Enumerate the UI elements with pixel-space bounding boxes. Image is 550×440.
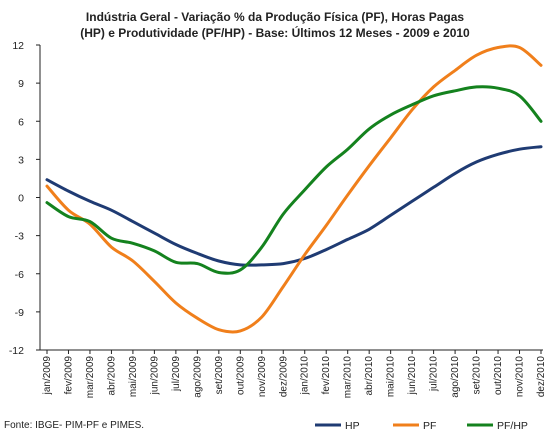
y-tick-label: 0: [18, 193, 24, 205]
x-tick-label: set/2009: [214, 356, 225, 395]
x-tick-label: mar/2009: [85, 356, 96, 399]
source-note: Fonte: IBGE- PIM-PF e PIMES.: [4, 420, 144, 431]
x-tick-label: nov/2010: [515, 356, 526, 398]
x-tick-label: fev/2010: [321, 356, 332, 395]
legend-label-pf-hp: PF/HP: [497, 420, 528, 432]
x-tick-label: mai/2009: [128, 356, 139, 398]
x-tick-label: abr/2010: [364, 356, 375, 396]
x-tick-label: jun/2009: [149, 356, 160, 396]
series-line-pf-hp: [45, 85, 543, 275]
x-tick-label: fev/2009: [63, 356, 74, 395]
x-tick-label: jan/2009: [42, 356, 53, 396]
x-tick-label: ago/2009: [192, 356, 203, 398]
x-tick-label: dez/2010: [536, 356, 547, 398]
x-tick-label: set/2010: [472, 356, 483, 395]
x-tick-label: nov/2009: [257, 356, 268, 398]
x-tick-label: jan/2010: [300, 356, 311, 396]
y-tick-label: -12: [9, 345, 24, 357]
series-line-hp: [45, 145, 543, 267]
x-tick-label: jul/2009: [171, 356, 182, 392]
x-axis-ticks: jan/2009 fev/2009 mar/2009 abr/2009 mai/2009…: [42, 350, 547, 398]
y-tick-label: 6: [18, 116, 24, 128]
x-tick-label: jun/2010: [407, 356, 418, 396]
legend-label-hp: HP: [345, 420, 360, 432]
x-tick-label: ago/2010: [450, 356, 461, 398]
chart-title-line-1: Indústria Geral - Variação % da Produção…: [86, 10, 464, 24]
legend: HP PF PF/HP: [315, 420, 528, 432]
x-tick-label: mai/2010: [386, 356, 397, 398]
y-tick-label: -9: [15, 307, 24, 319]
legend-label-pf: PF: [423, 420, 436, 432]
x-tick-label: jul/2010: [429, 356, 440, 392]
y-tick-label: 9: [18, 78, 24, 90]
x-tick-label: abr/2009: [106, 356, 117, 396]
y-axis-ticks: 12 9 6 3 0 -3 -6 -9 -12: [9, 40, 40, 357]
x-tick-label: mar/2010: [343, 356, 354, 399]
x-tick-label: out/2009: [235, 356, 246, 395]
x-tick-label: out/2010: [493, 356, 504, 395]
y-tick-label: -6: [15, 269, 24, 281]
series-line-pf: [45, 44, 543, 334]
chart-title-line-2: (HP) e Produtividade (PF/HP) - Base: Últ…: [80, 25, 470, 40]
y-tick-label: 3: [18, 154, 24, 166]
y-tick-label: -3: [15, 231, 24, 243]
y-tick-label: 12: [12, 40, 24, 52]
series-lines: [45, 44, 543, 334]
x-tick-label: dez/2009: [278, 356, 289, 398]
